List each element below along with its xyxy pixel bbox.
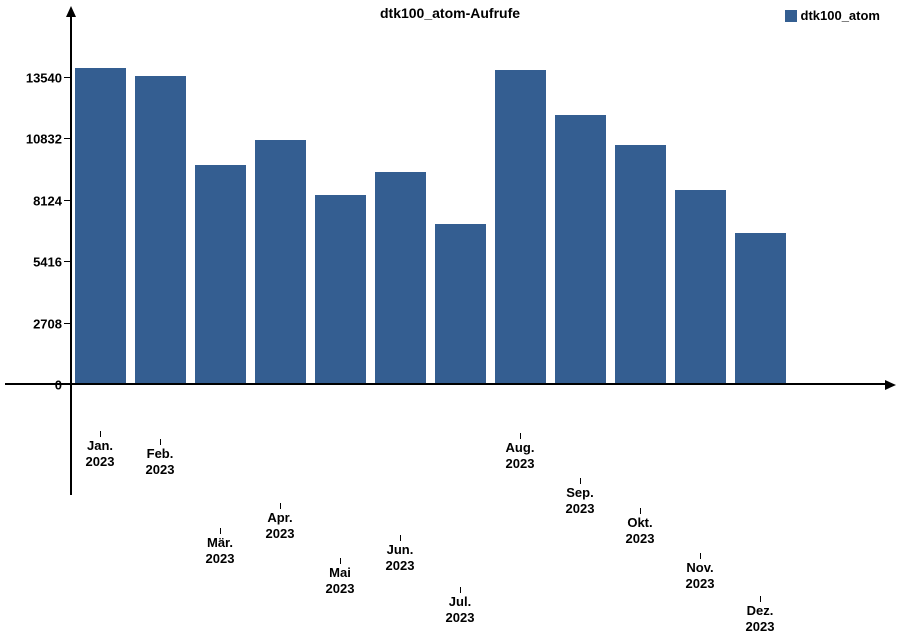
x-tick-label-month: Okt.	[610, 515, 670, 530]
x-tick-label-month: Jun.	[370, 542, 430, 557]
plot-area: 02708541681241083213540 Jan.2023Feb.2023…	[70, 20, 790, 385]
x-tick-label-year: 2023	[490, 456, 550, 471]
bar-slot: Jun.2023	[370, 172, 430, 383]
bar	[255, 140, 306, 383]
x-tick-label-month: Sep.	[550, 485, 610, 500]
bar-slot: Sep.2023	[550, 115, 610, 383]
y-tick-label: 0	[55, 378, 62, 393]
y-tick-label: 13540	[26, 70, 62, 85]
y-tick-label: 8124	[33, 193, 62, 208]
x-tick	[220, 528, 221, 534]
x-tick-label-month: Aug.	[490, 440, 550, 455]
bar-slot: Apr.2023	[250, 140, 310, 383]
y-tick-label: 10832	[26, 132, 62, 147]
x-tick-label-year: 2023	[310, 581, 370, 596]
x-tick-label-month: Dez.	[730, 603, 790, 618]
x-tick-label-month: Mär.	[190, 535, 250, 550]
x-tick	[640, 508, 641, 514]
bar	[495, 70, 546, 383]
bar	[675, 190, 726, 383]
x-tick-label-year: 2023	[430, 610, 490, 625]
bar	[435, 224, 486, 383]
bar-slot: Mär.2023	[190, 165, 250, 383]
x-tick	[460, 587, 461, 593]
bar-slot: Jul.2023	[430, 224, 490, 383]
x-tick-label-year: 2023	[670, 576, 730, 591]
legend: dtk100_atom	[785, 8, 880, 23]
x-tick-label-year: 2023	[610, 531, 670, 546]
x-tick	[520, 433, 521, 439]
bar	[375, 172, 426, 383]
x-tick	[400, 535, 401, 541]
x-tick-label-year: 2023	[550, 501, 610, 516]
bar-slot: Nov.2023	[670, 190, 730, 383]
bar-slot: Feb.2023	[130, 76, 190, 383]
bar-slot: Jan.2023	[70, 68, 130, 383]
x-tick	[340, 558, 341, 564]
y-tick	[64, 384, 70, 385]
bar	[555, 115, 606, 383]
x-tick	[160, 439, 161, 445]
x-tick-label-year: 2023	[130, 462, 190, 477]
x-tick-label-month: Nov.	[670, 560, 730, 575]
x-tick	[280, 503, 281, 509]
bar	[135, 76, 186, 383]
legend-label: dtk100_atom	[801, 8, 880, 23]
x-tick-label-month: Feb.	[130, 446, 190, 461]
bar	[615, 145, 666, 383]
x-axis-arrow-icon	[885, 380, 896, 390]
y-tick-label: 2708	[33, 316, 62, 331]
bar-slot: Aug.2023	[490, 70, 550, 383]
x-tick-label-month: Jan.	[70, 438, 130, 453]
bar-slot: Mai2023	[310, 195, 370, 383]
bar-slot: Dez.2023	[730, 233, 790, 383]
bar-chart: dtk100_atom-Aufrufe dtk100_atom 02708541…	[0, 0, 900, 500]
chart-title: dtk100_atom-Aufrufe	[0, 5, 900, 21]
bar	[315, 195, 366, 383]
y-tick-label: 5416	[33, 255, 62, 270]
bar	[195, 165, 246, 383]
x-tick-label-year: 2023	[370, 558, 430, 573]
x-tick-label-year: 2023	[190, 551, 250, 566]
y-axis-arrow-icon	[66, 6, 76, 17]
x-tick-label-year: 2023	[70, 454, 130, 469]
x-tick	[700, 553, 701, 559]
x-axis	[5, 383, 890, 385]
bar	[75, 68, 126, 383]
x-tick	[760, 596, 761, 602]
x-tick-label-year: 2023	[250, 526, 310, 541]
bars-container: Jan.2023Feb.2023Mär.2023Apr.2023Mai2023J…	[70, 20, 790, 383]
bar-slot: Okt.2023	[610, 145, 670, 383]
x-tick-label-month: Mai	[310, 565, 370, 580]
x-tick-label-year: 2023	[730, 619, 790, 634]
bar	[735, 233, 786, 383]
x-tick-label-month: Apr.	[250, 510, 310, 525]
x-tick	[100, 431, 101, 437]
x-tick-label-month: Jul.	[430, 594, 490, 609]
x-tick	[580, 478, 581, 484]
